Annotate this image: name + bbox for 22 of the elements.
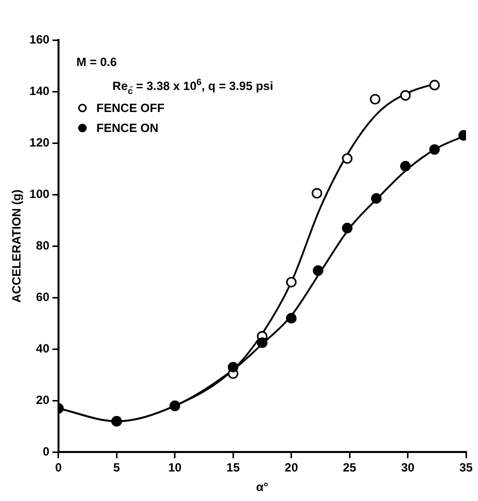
y-tick-label: 100 [29, 186, 50, 201]
legend-label: FENCE OFF [96, 101, 164, 115]
x-tick-label: 20 [284, 460, 298, 475]
y-tick-label: 140 [29, 84, 50, 98]
annotation: M = 0.6 [76, 55, 118, 69]
x-tick-label: 25 [342, 460, 357, 475]
x-tick-label: 0 [55, 460, 62, 475]
y-tick-label: 160 [29, 32, 50, 46]
x-axis-title: α° [256, 480, 268, 494]
y-axis-title: ACCELERATION (g) [10, 190, 24, 303]
legend-label: FENCE ON [96, 121, 158, 135]
y-tick-label: 20 [36, 392, 50, 407]
x-tick-label: 30 [401, 460, 415, 475]
y-tick-label: 120 [29, 135, 50, 150]
y-tick-label: 80 [36, 238, 50, 252]
y-tick-label: 0 [42, 444, 50, 459]
y-tick-label: 40 [36, 341, 50, 356]
x-tick-label: 15 [226, 460, 240, 475]
y-tick-label: 60 [36, 290, 50, 304]
x-tick-label: 5 [113, 460, 120, 475]
x-tick-label: 10 [168, 460, 182, 475]
x-tick-label: 35 [459, 460, 473, 475]
